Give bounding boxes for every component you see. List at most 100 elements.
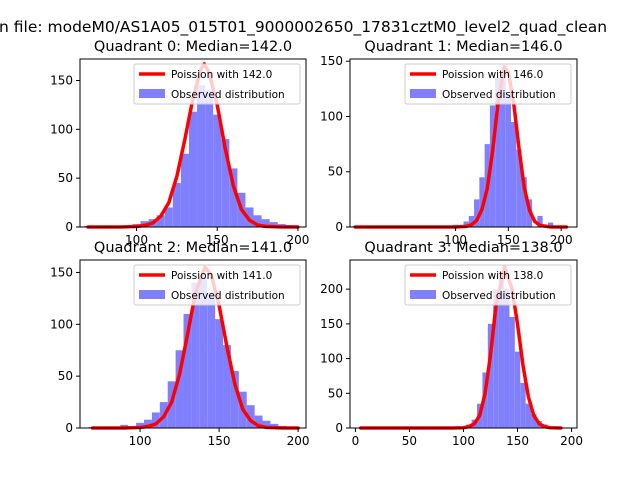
histogram-bar [172,183,181,227]
legend-box [133,63,301,105]
x-tick-label: 50 [402,434,417,448]
histogram-bar [489,105,496,227]
y-tick-label: 50 [58,171,73,185]
histogram-bar [246,405,255,428]
x-tick-label: 200 [286,233,309,247]
histogram-bar [547,222,554,227]
histogram-bar [245,207,254,227]
x-tick-label: 100 [125,233,148,247]
y-tick-label: 0 [65,220,73,234]
histogram-bar [479,177,485,227]
legend-hist-swatch [139,290,165,299]
y-tick-label: 50 [328,165,343,179]
histogram-bar [493,289,499,428]
histogram-bar [521,177,527,227]
y-tick-label: 50 [58,369,73,383]
histogram-bar [183,313,192,428]
histogram-bar [520,382,526,428]
histogram-bar [223,345,231,428]
panel-title: Quadrant 3: Median=138.0 [364,240,562,256]
histogram-bar [191,282,200,428]
legend-hist-swatch [139,89,165,98]
histogram-bar [514,351,521,428]
legend-line-label: Poission with 141.0 [171,270,272,282]
legend-line-label: Poission with 146.0 [442,69,543,81]
histogram-bar [270,423,279,428]
histogram-bar [498,271,505,428]
histogram-bar [199,277,208,428]
histogram-bar [525,403,532,428]
histogram-bar [156,215,165,227]
x-tick-label: 100 [129,434,152,448]
y-tick-label: 150 [320,317,343,331]
x-tick-label: 0 [352,434,360,448]
histogram-bar [262,420,271,428]
x-tick-label: 100 [444,233,467,247]
quadrant-3-panel: 0 50 100 150 200 0 50 100 150 200 Quadrant 3: Medi… [320,240,583,448]
histogram-bar [230,370,239,428]
x-tick-label: 150 [497,233,520,247]
histogram-bar [188,111,198,227]
panel-title: Quadrant 0: Median=142.0 [94,39,292,55]
figure-suptitle: n file: modeM0/AS1A05_015T01_9000002650_… [0,18,607,37]
y-tick-label: 200 [320,282,343,296]
legend-hist-swatch [410,89,436,98]
x-tick-label: 200 [287,434,310,448]
legend-box [133,264,301,306]
histogram-bar [468,215,475,227]
legend-hist-swatch [410,290,436,299]
legend-line-label: Poission with 142.0 [171,69,272,81]
histogram-bar [474,199,480,227]
y-tick-label: 150 [50,73,73,87]
legend-hist-label: Observed distribution [442,89,556,101]
y-tick-label: 0 [335,421,343,435]
y-tick-label: 150 [50,265,73,279]
quadrant-2-panel: 100 150 200 0 50 100 150 Quadrant 2: Median=141… [50,240,309,448]
y-tick-label: 0 [335,220,343,234]
histogram-bar [516,149,522,227]
x-tick-label: 200 [550,233,573,247]
legend-hist-label: Observed distribution [171,290,285,302]
histogram-bar [151,412,160,428]
histogram-bar [505,94,512,227]
histogram-bar [197,85,206,227]
histogram-bar [144,419,152,428]
legend-line-label: Poission with 138.0 [442,270,543,282]
y-tick-label: 100 [50,317,73,331]
histogram-bar [205,90,214,227]
legend-hist-label: Observed distribution [171,89,285,101]
y-tick-label: 150 [320,54,343,68]
histogram-bar [504,289,510,428]
histogram-bar [164,207,173,227]
histogram-bar [215,319,224,428]
quadrant-1-panel: 100 150 200 0 50 100 150 Quadrant 1: Median=146… [320,39,578,247]
axes-frame [349,58,578,228]
axes-frame [79,58,307,228]
histogram-bar [495,77,501,227]
panel-title: Quadrant 2: Median=141.0 [94,240,292,256]
x-tick-label: 200 [560,434,583,448]
x-tick-label: 150 [506,434,529,448]
histogram-bar [207,293,216,428]
histogram-bar [500,72,506,228]
x-tick-label: 100 [452,434,475,448]
histogram-bar [175,350,184,428]
quadrant-0-panel: 100 150 200 0 50 100 150 Quadrant 0: Median=142… [50,39,309,247]
histogram-bar [253,215,262,227]
legend-box [404,63,572,105]
histogram-bar [537,215,543,227]
y-tick-label: 100 [50,122,73,136]
panel-title: Quadrant 1: Median=146.0 [364,39,562,55]
histogram-bar [136,422,145,428]
histogram-bar [487,323,494,428]
histogram-bar [269,222,278,227]
axes-frame [79,259,307,429]
histogram-bar [229,168,238,227]
histogram-bar [254,415,263,428]
histogram-bar [463,221,469,227]
y-tick-label: 100 [320,352,343,366]
legend-hist-label: Observed distribution [442,290,556,302]
histogram-bar [221,139,230,227]
y-tick-label: 100 [320,109,343,123]
